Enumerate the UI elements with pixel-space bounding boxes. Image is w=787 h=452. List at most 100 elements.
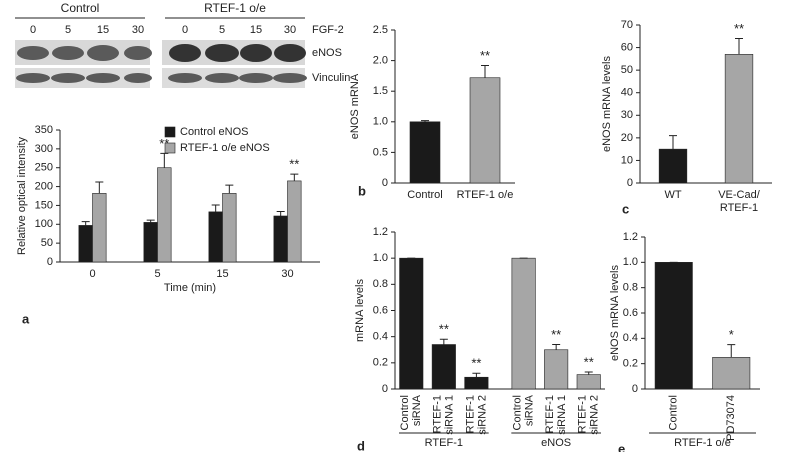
- bar: [658, 148, 688, 184]
- y-tick-label: 0.4: [623, 332, 638, 344]
- error-bar: [276, 210, 285, 216]
- row-label: eNOS: [312, 47, 342, 59]
- y-tick-label: 1.2: [373, 226, 388, 238]
- bar: [464, 376, 489, 390]
- significance: **: [551, 327, 561, 342]
- band: [168, 73, 202, 83]
- error-bar: [727, 344, 736, 358]
- x-tick-label: VE-Cad/: [718, 189, 761, 201]
- error-bar: [735, 38, 743, 55]
- y-tick-label: 0: [382, 177, 388, 189]
- lane-label: 0: [30, 24, 36, 36]
- y-tick-label: 0: [47, 256, 53, 268]
- lane-label: 15: [97, 24, 109, 36]
- band: [240, 44, 272, 62]
- error-bar: [584, 371, 593, 375]
- x-tick-label: siRNA 1: [556, 395, 568, 435]
- lane-label: 30: [284, 24, 296, 36]
- y-tick-label: 30: [621, 109, 633, 121]
- significance: *: [729, 327, 734, 342]
- lane-label: 30: [132, 24, 144, 36]
- x-tick-label: RTEF-1: [432, 395, 444, 433]
- bar: [576, 374, 601, 390]
- error-bar: [290, 173, 299, 181]
- y-tick-label: 100: [35, 218, 53, 230]
- x-tick-label: RTEF-1: [577, 395, 589, 433]
- x-tick-label: PD73074: [725, 395, 737, 441]
- legend-label: Control eNOS: [180, 126, 248, 138]
- blot-group-label: RTEF-1 o/e: [204, 1, 266, 15]
- row-label: FGF-2: [312, 24, 344, 36]
- x-tick-label: Control: [399, 395, 411, 430]
- panel-letter: c: [622, 201, 629, 216]
- y-tick-label: 0.4: [373, 331, 388, 343]
- bar: [92, 193, 107, 263]
- bar: [78, 225, 93, 263]
- bar: [654, 262, 693, 390]
- y-tick-label: 70: [621, 19, 633, 31]
- y-tick-label: 0.5: [373, 146, 388, 158]
- bar: [157, 167, 172, 263]
- x-tick-label: RTEF-1: [720, 202, 758, 214]
- bar: [399, 257, 424, 390]
- x-tick-label: Control: [407, 189, 442, 201]
- error-bar: [211, 204, 220, 212]
- significance: **: [471, 356, 481, 371]
- bar: [712, 357, 751, 390]
- y-tick-label: 0.8: [623, 282, 638, 294]
- bar: [469, 77, 501, 184]
- group-label: eNOS: [541, 437, 571, 449]
- bar: [273, 215, 288, 263]
- group-label: RTEF-1: [425, 437, 463, 449]
- y-tick-label: 1.0: [623, 256, 638, 268]
- legend-swatch: [164, 126, 176, 138]
- band: [16, 73, 50, 83]
- y-axis-label: eNOS mRNA: [349, 73, 361, 139]
- x-tick-label: siRNA: [411, 394, 423, 426]
- y-tick-label: 1.0: [373, 116, 388, 128]
- y-tick-label: 50: [41, 237, 53, 249]
- error-bar: [481, 64, 489, 78]
- panel-letter: e: [618, 441, 625, 452]
- bar: [143, 222, 158, 263]
- y-tick-label: 0.8: [373, 278, 388, 290]
- band: [205, 73, 239, 83]
- bar: [222, 193, 237, 263]
- y-tick-label: 200: [35, 180, 53, 192]
- bar: [431, 344, 456, 390]
- y-tick-label: 20: [621, 132, 633, 144]
- significance: **: [439, 322, 449, 337]
- y-axis-label: eNOS mRNA levels: [609, 265, 621, 361]
- error-bar: [160, 152, 169, 168]
- x-tick-label: 30: [281, 268, 293, 280]
- error-bar: [421, 120, 429, 122]
- band: [273, 73, 307, 83]
- bar: [409, 121, 441, 184]
- band: [205, 44, 239, 62]
- y-tick-label: 40: [621, 87, 633, 99]
- y-tick-label: 0: [382, 383, 388, 395]
- panel-letter: d: [357, 438, 365, 452]
- x-tick-label: RTEF-1 o/e: [457, 189, 514, 201]
- y-tick-label: 0.2: [623, 358, 638, 370]
- band: [17, 46, 49, 60]
- y-axis-label: eNOS mRNA levels: [601, 56, 613, 152]
- band: [169, 44, 201, 62]
- y-tick-label: 0.2: [373, 357, 388, 369]
- bar: [287, 180, 302, 263]
- y-tick-label: 150: [35, 199, 53, 211]
- error-bar: [439, 338, 448, 345]
- x-tick-label: RTEF-1: [464, 395, 476, 433]
- legend-label: RTEF-1 o/e eNOS: [180, 142, 270, 154]
- error-bar: [472, 372, 481, 378]
- x-tick-label: Control: [668, 395, 680, 430]
- y-tick-label: 350: [35, 124, 53, 136]
- lane-label: 5: [65, 24, 71, 36]
- x-tick-label: siRNA: [524, 394, 536, 426]
- significance: **: [159, 136, 169, 151]
- band: [274, 44, 306, 62]
- error-bar: [552, 344, 561, 350]
- significance: **: [584, 354, 594, 369]
- significance: **: [480, 48, 490, 63]
- y-tick-label: 1.5: [373, 85, 388, 97]
